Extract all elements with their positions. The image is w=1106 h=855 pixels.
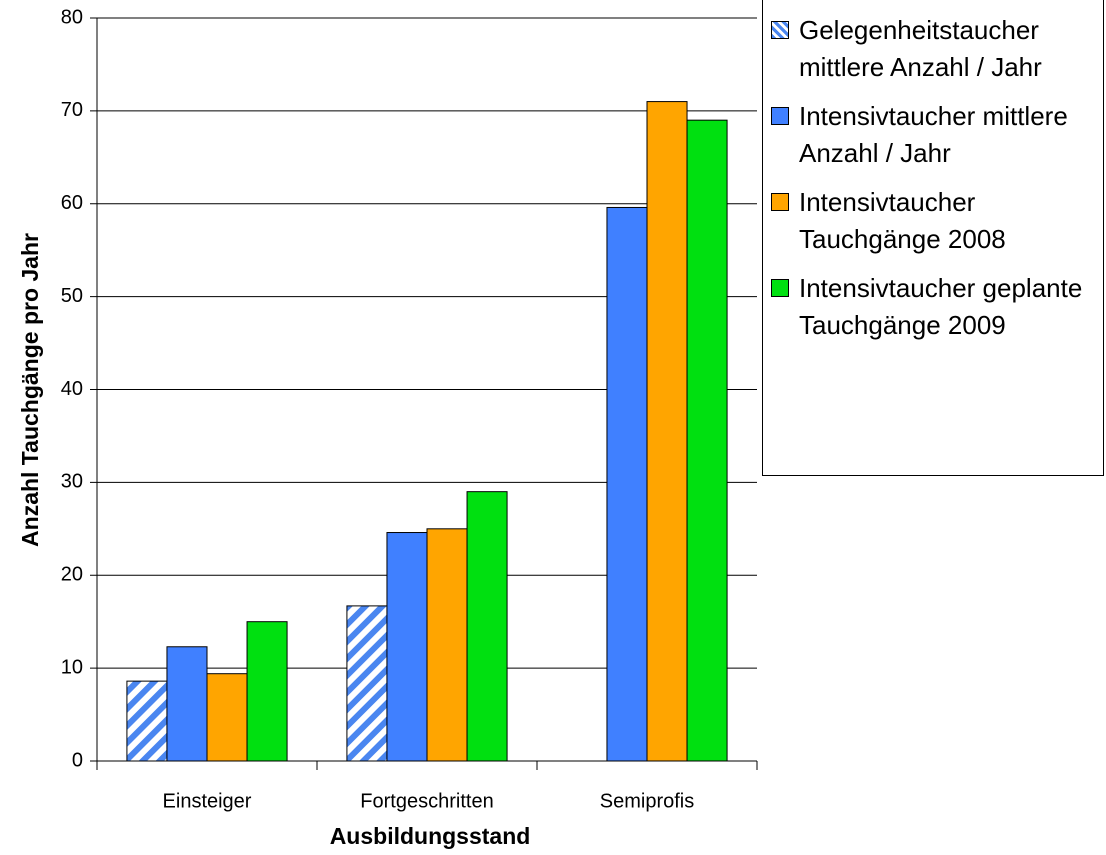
y-tick-label: 70 [61,99,83,121]
legend-swatch [771,21,789,39]
x-tick-label: Semiprofis [600,790,694,812]
legend-item: Intensivtaucher mittlere Anzahl / Jahr [771,98,1099,172]
legend-label: Intensivtaucher Tauchgänge 2008 [799,187,1006,254]
legend-label: Gelegenheitstaucher mittlere Anzahl / Ja… [799,15,1042,82]
legend: Gelegenheitstaucher mittlere Anzahl / Ja… [762,0,1104,476]
x-axis-title: Ausbildungsstand [330,823,531,849]
legend-swatch [771,193,789,211]
x-tick-label: Fortgeschritten [360,790,493,812]
y-tick-label: 60 [61,192,83,214]
y-axis-title: Anzahl Tauchgänge pro Jahr [17,233,43,547]
y-tick-label: 20 [61,564,83,586]
legend-item: Intensivtaucher Tauchgänge 2008 [771,184,1099,258]
legend-swatch [771,279,789,297]
chart: Ausbildungsstand Anzahl Tauchgänge pro J… [17,6,758,849]
bar [606,206,648,762]
bar [206,673,248,762]
legend-label: Intensivtaucher geplante Tauchgänge 2009 [799,273,1083,340]
legend-item: Gelegenheitstaucher mittlere Anzahl / Ja… [771,12,1099,86]
y-tick-label: 80 [61,6,83,28]
legend-label: Intensivtaucher mittlere Anzahl / Jahr [799,101,1068,168]
bar [386,532,428,762]
bar [166,646,208,762]
bar [466,491,508,762]
bar [646,101,688,762]
bar [686,119,728,762]
y-tick-label: 10 [61,656,83,678]
y-tick-label: 50 [61,285,83,307]
bar [426,528,468,762]
legend-item: Intensivtaucher geplante Tauchgänge 2009 [771,270,1099,344]
y-tick-label: 0 [72,749,83,771]
y-tick-label: 30 [61,471,83,493]
bar [246,621,288,762]
y-tick-label: 40 [61,378,83,400]
legend-swatch [771,107,789,125]
bar [346,605,388,762]
bar [126,680,168,762]
x-tick-label: Einsteiger [163,790,252,812]
